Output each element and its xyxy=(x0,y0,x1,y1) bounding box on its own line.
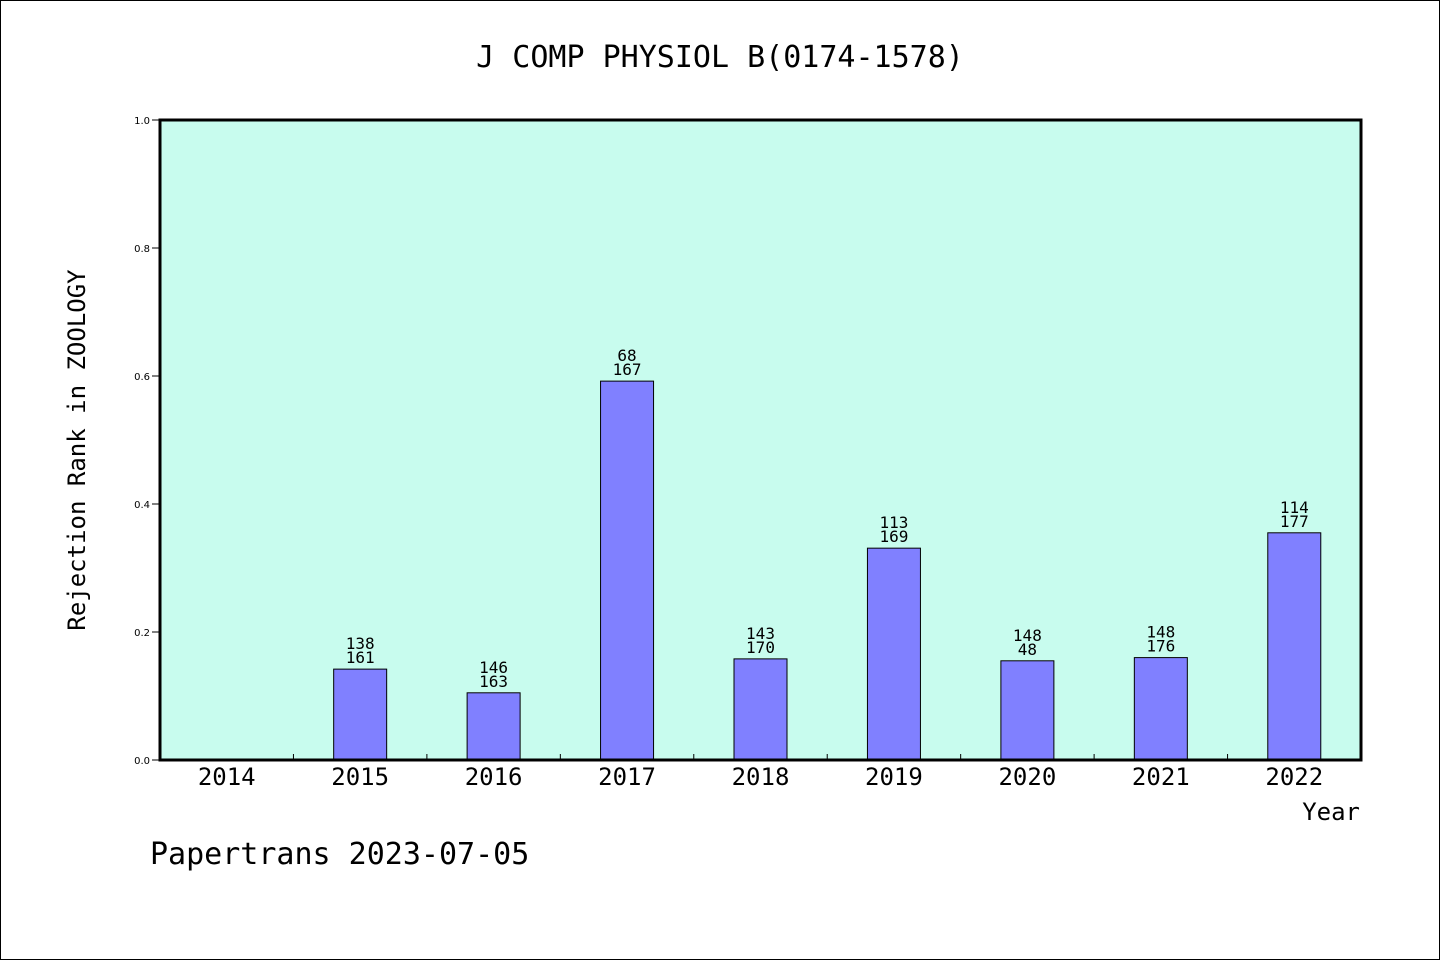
bar-label-top: 146 xyxy=(479,658,508,677)
y-tick-label: 0.2 xyxy=(134,628,150,639)
bar-2022 xyxy=(1267,532,1322,761)
x-tick-label: 2021 xyxy=(1132,763,1190,791)
bar-label-top: 114 xyxy=(1280,498,1309,517)
bars xyxy=(333,380,1322,761)
x-tick-label: 2022 xyxy=(1265,763,1323,791)
bar-2021 xyxy=(1133,657,1188,761)
x-tick-label: 2015 xyxy=(331,763,389,791)
bar-label-bottom: 161 xyxy=(346,648,375,667)
bar-label-bottom: 177 xyxy=(1280,512,1309,531)
bar-label-top: 148 xyxy=(1146,623,1175,642)
x-axis-label: Year xyxy=(1302,798,1360,826)
bar-2018 xyxy=(733,658,788,761)
bar-2016 xyxy=(466,692,521,761)
bar-label-top: 148 xyxy=(1013,626,1042,645)
bar-label-bottom: 163 xyxy=(479,672,508,691)
bar-2019 xyxy=(866,547,921,761)
bar-2017 xyxy=(600,380,655,761)
y-tick-label: 0.4 xyxy=(134,500,150,511)
x-tick-label: 2019 xyxy=(865,763,923,791)
x-tick-label: 2017 xyxy=(598,763,656,791)
y-tick-label: 0.0 xyxy=(134,756,150,767)
x-tick-label: 2016 xyxy=(465,763,523,791)
y-axis-label: Rejection Rank in ZOOLOGY xyxy=(63,269,91,631)
x-axis: 2014 2015 2016 2017 2018 2019 2020 2021 2022 xyxy=(198,754,1323,791)
plot-area xyxy=(158,118,1363,762)
bar-label-bottom: 170 xyxy=(746,638,775,657)
bar-2020 xyxy=(1000,660,1055,761)
y-tick-label: 1.0 xyxy=(134,116,150,127)
y-tick-label: 0.6 xyxy=(134,372,150,383)
bar-labels: 1381611461636816714317011316914848148176… xyxy=(346,346,1309,691)
chart-title: J COMP PHYSIOL B(0174-1578) xyxy=(476,40,964,75)
bar-2015 xyxy=(333,668,388,761)
footer-watermark: Papertrans 2023-07-05 xyxy=(150,837,529,872)
bar-label-top: 68 xyxy=(617,346,636,365)
x-tick-label: 2018 xyxy=(732,763,790,791)
bar-label-top: 143 xyxy=(746,624,775,643)
x-tick-label: 2020 xyxy=(998,763,1056,791)
bar-label-bottom: 48 xyxy=(1018,640,1037,659)
y-axis: 0.0 0.2 0.4 0.6 0.8 1.0 xyxy=(134,116,160,767)
plot-border xyxy=(158,118,1363,762)
x-tick-label: 2014 xyxy=(198,763,256,791)
bar-label-bottom: 169 xyxy=(879,527,908,546)
bar-label-bottom: 176 xyxy=(1146,637,1175,656)
bar-label-bottom: 167 xyxy=(613,360,642,379)
bar-label-top: 113 xyxy=(879,513,908,532)
bar-label-top: 138 xyxy=(346,634,375,653)
y-tick-label: 0.8 xyxy=(134,244,150,255)
